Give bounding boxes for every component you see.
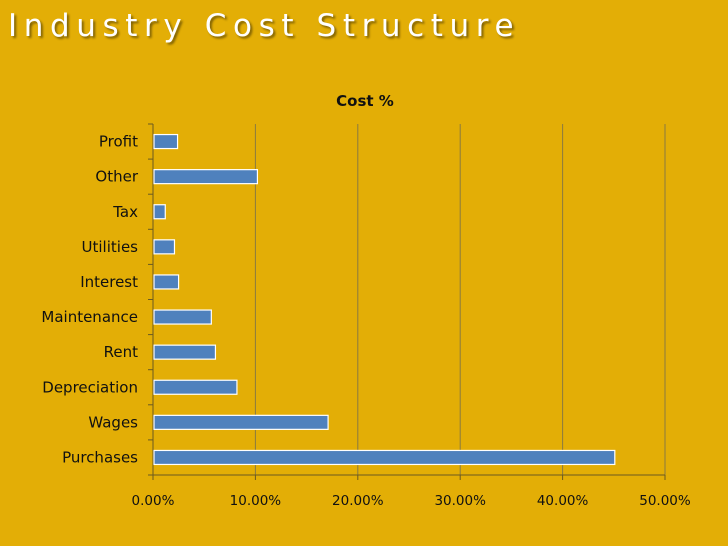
x-tick-label: 10.00% xyxy=(230,493,282,509)
category-label: Maintenance xyxy=(41,308,138,326)
category-label: Profit xyxy=(99,133,138,151)
bar-interest xyxy=(153,274,180,290)
x-tick-label: 30.00% xyxy=(434,493,486,509)
chart-title: Cost % xyxy=(336,92,394,110)
bar-profit xyxy=(153,133,179,150)
x-tick-label: 50.00% xyxy=(639,493,691,509)
bar-rent xyxy=(153,344,217,360)
bar-depreciation xyxy=(153,379,238,395)
category-labels: Profit Other Tax Utilities Interest Maintenan… xyxy=(41,133,138,467)
category-label: Utilities xyxy=(82,238,139,256)
x-tick-label: 0.00% xyxy=(132,493,175,509)
category-label: Wages xyxy=(88,413,138,431)
category-label: Interest xyxy=(80,273,138,291)
x-tick-label: 20.00% xyxy=(332,493,384,509)
category-label: Other xyxy=(95,168,138,186)
bar-utilities xyxy=(153,239,176,255)
axes xyxy=(148,123,666,480)
category-label: Rent xyxy=(104,343,138,361)
bars xyxy=(153,133,616,466)
bar-tax xyxy=(153,204,166,220)
bar-purchases xyxy=(153,449,616,466)
bar-wages xyxy=(153,414,329,430)
category-label: Tax xyxy=(112,203,138,221)
x-tick-label: 40.00% xyxy=(537,493,589,509)
slide-title: Industry Cost Structure xyxy=(8,8,521,44)
bar-other xyxy=(153,169,259,185)
bar-maintenance xyxy=(153,309,212,325)
category-label: Depreciation xyxy=(42,378,138,396)
x-tick-labels: 0.00% 10.00% 20.00% 30.00% 40.00% 50.00% xyxy=(132,493,691,509)
category-label: Purchases xyxy=(62,448,138,466)
